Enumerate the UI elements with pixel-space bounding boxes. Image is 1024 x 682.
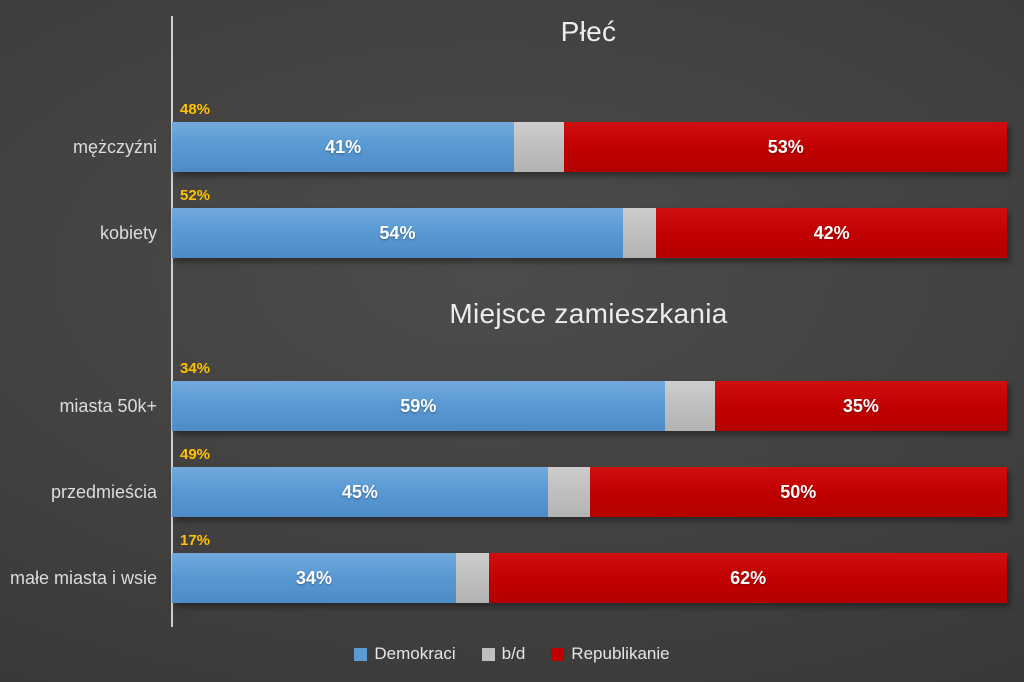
stacked-bar: 41% 53% bbox=[172, 122, 1007, 172]
bar-segment-value: 53% bbox=[767, 136, 804, 157]
bar-segment-demokraci: 45% bbox=[172, 467, 548, 517]
legend-label-bd: b/d bbox=[501, 644, 526, 663]
legend-swatch-republikanie-icon bbox=[551, 647, 565, 661]
bar-segment-value: 42% bbox=[813, 222, 850, 243]
stacked-bar: 59% 35% bbox=[172, 381, 1007, 431]
bar-segment-value: 35% bbox=[842, 395, 879, 416]
group-share-label: 49% bbox=[180, 446, 211, 463]
legend-item-demokraci: Demokraci bbox=[354, 644, 456, 664]
category-label: mężczyźni bbox=[72, 137, 157, 157]
bar-segment-bd bbox=[514, 122, 565, 172]
legend-item-bd: b/d bbox=[481, 644, 526, 664]
group-share-label: 52% bbox=[180, 187, 211, 204]
section-title-gender: Płeć bbox=[560, 16, 617, 47]
bar-segment-republikanie: 50% bbox=[589, 467, 1007, 517]
bar-segment-demokraci: 54% bbox=[172, 208, 623, 258]
bar-segment-demokraci: 34% bbox=[172, 553, 456, 603]
bar-segment-value: 50% bbox=[780, 481, 817, 502]
legend-label-demokraci: Demokraci bbox=[374, 644, 456, 663]
y-axis-line bbox=[171, 16, 173, 627]
stacked-bar: 45% 50% bbox=[172, 467, 1007, 517]
category-label: miasta 50k+ bbox=[59, 396, 157, 416]
legend: Demokraci b/d Republikanie bbox=[0, 644, 1024, 664]
bar-segment-value: 62% bbox=[730, 567, 767, 588]
category-label: przedmieścia bbox=[50, 482, 157, 502]
bar-segment-value: 59% bbox=[400, 395, 437, 416]
legend-swatch-bd-icon bbox=[481, 647, 495, 661]
bar-segment-value: 41% bbox=[325, 136, 362, 157]
legend-item-republikanie: Republikanie bbox=[551, 644, 670, 664]
section-title-residence: Miejsce zamieszkania bbox=[449, 298, 728, 329]
category-label: małe miasta i wsie bbox=[9, 568, 157, 588]
bar-segment-value: 45% bbox=[341, 481, 378, 502]
group-share-label: 48% bbox=[180, 101, 211, 118]
stacked-bar: 54% 42% bbox=[172, 208, 1007, 258]
bar-segment-demokraci: 59% bbox=[172, 381, 665, 431]
bar-segment-bd bbox=[455, 553, 490, 603]
bar-segment-bd bbox=[547, 467, 590, 517]
bar-segment-republikanie: 35% bbox=[714, 381, 1007, 431]
legend-label-republikanie: Republikanie bbox=[571, 644, 670, 663]
stacked-bar: 34% 62% bbox=[172, 553, 1007, 603]
bar-segment-bd bbox=[622, 208, 657, 258]
bar-segment-value: 34% bbox=[295, 567, 332, 588]
bar-segment-demokraci: 41% bbox=[172, 122, 515, 172]
group-share-label: 17% bbox=[180, 532, 211, 549]
bar-segment-bd bbox=[664, 381, 715, 431]
category-label: kobiety bbox=[99, 223, 157, 243]
bar-segment-republikanie: 62% bbox=[489, 553, 1007, 603]
legend-swatch-demokraci-icon bbox=[354, 647, 368, 661]
bar-segment-republikanie: 42% bbox=[656, 208, 1007, 258]
bar-segment-value: 54% bbox=[379, 222, 416, 243]
bar-segment-republikanie: 53% bbox=[564, 122, 1007, 172]
group-share-label: 34% bbox=[180, 360, 211, 377]
